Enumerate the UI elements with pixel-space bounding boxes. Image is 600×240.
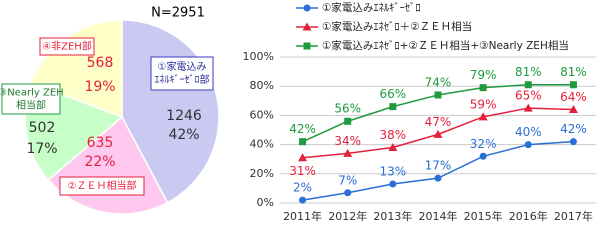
y-tick-label: 40%: [250, 138, 274, 151]
point: [344, 117, 352, 125]
point: [569, 81, 577, 89]
data-label: 64%: [560, 90, 587, 104]
pie-slice: [30, 19, 123, 119]
data-label: 56%: [334, 102, 361, 116]
label-box: [1, 83, 61, 115]
point: [434, 174, 442, 182]
point: [298, 153, 308, 162]
point: [479, 84, 487, 92]
point: [524, 141, 532, 149]
y-tick-label: 20%: [250, 167, 274, 180]
slice-value: 568: [87, 55, 114, 71]
y-tick-label: 100%: [243, 50, 274, 63]
slice-value: 1246: [166, 108, 202, 124]
x-tick-label: 2016年: [509, 209, 548, 223]
slice-percent: 22%: [84, 154, 115, 170]
point: [524, 81, 532, 89]
point: [569, 138, 577, 146]
data-label: 74%: [425, 75, 452, 89]
data-label: 42%: [560, 122, 587, 136]
point: [389, 103, 397, 111]
data-label: 31%: [289, 164, 316, 178]
point: [343, 148, 353, 157]
label-box: [59, 176, 145, 196]
data-label: 17%: [425, 159, 452, 173]
data-label: 81%: [515, 65, 542, 79]
slice-percent: 42%: [168, 127, 199, 143]
point: [478, 112, 488, 121]
data-label: 65%: [515, 89, 542, 103]
data-label: 59%: [470, 97, 497, 111]
point: [344, 189, 352, 197]
label-box: [39, 37, 95, 56]
y-tick-label: 80%: [250, 79, 274, 92]
data-label: 34%: [334, 134, 361, 148]
point: [523, 103, 533, 112]
y-tick-label: 0%: [257, 196, 274, 209]
data-label: 32%: [470, 137, 497, 151]
label-box: [150, 56, 214, 91]
x-tick-label: 2012年: [328, 209, 367, 223]
x-tick-label: 2015年: [464, 209, 503, 223]
point: [434, 91, 442, 99]
slice-label: 相当部: [16, 99, 46, 112]
pie-title: N=2951: [151, 6, 205, 21]
x-tick-label: 2013年: [373, 209, 412, 223]
data-label: 13%: [380, 165, 407, 179]
point: [433, 129, 443, 138]
y-tick-label: 60%: [250, 108, 274, 121]
x-tick-label: 2011年: [283, 209, 322, 223]
data-label: 81%: [560, 65, 587, 79]
data-label: 47%: [425, 115, 452, 129]
slice-value: 635: [87, 135, 114, 151]
point: [302, 22, 312, 31]
point: [479, 152, 487, 160]
slice-label: ①家電込み: [158, 60, 207, 73]
data-label: 42%: [289, 122, 316, 136]
slice-label: ②ＺＥＨ相当部: [68, 179, 137, 192]
legend-label: ①家電込みｴﾈｾﾞﾛ＋②ＺＥＨ相当: [322, 20, 472, 33]
slice-label: ｴﾈﾙｷﾞｰｾﾞﾛ部: [155, 73, 210, 86]
point: [389, 180, 397, 188]
x-tick-label: 2017年: [554, 209, 593, 223]
slice-percent: 19%: [84, 79, 115, 95]
data-label: 38%: [380, 128, 407, 142]
point: [299, 196, 307, 204]
data-label: 66%: [380, 87, 407, 101]
point: [303, 4, 311, 12]
data-label: 40%: [515, 125, 542, 139]
data-label: 7%: [338, 173, 357, 187]
legend-label: ①家電込みｴﾈｾﾞﾛ+②ＺＥＨ相当+③Nearly ZEH相当: [322, 39, 569, 52]
slice-percent: 17%: [26, 141, 57, 157]
point: [568, 105, 578, 114]
slice-label: ④非ZEH部: [42, 40, 92, 53]
point: [299, 138, 307, 146]
legend-label: ①家電込みｴﾈﾙｷﾞｰｾﾞﾛ: [322, 1, 421, 14]
data-label: 79%: [470, 68, 497, 82]
data-label: 2%: [293, 181, 312, 195]
slice-label: ③Nearly ZEH: [0, 88, 64, 99]
slice-value: 502: [29, 120, 56, 136]
point: [388, 143, 398, 152]
point: [303, 42, 311, 50]
x-tick-label: 2014年: [419, 209, 458, 223]
